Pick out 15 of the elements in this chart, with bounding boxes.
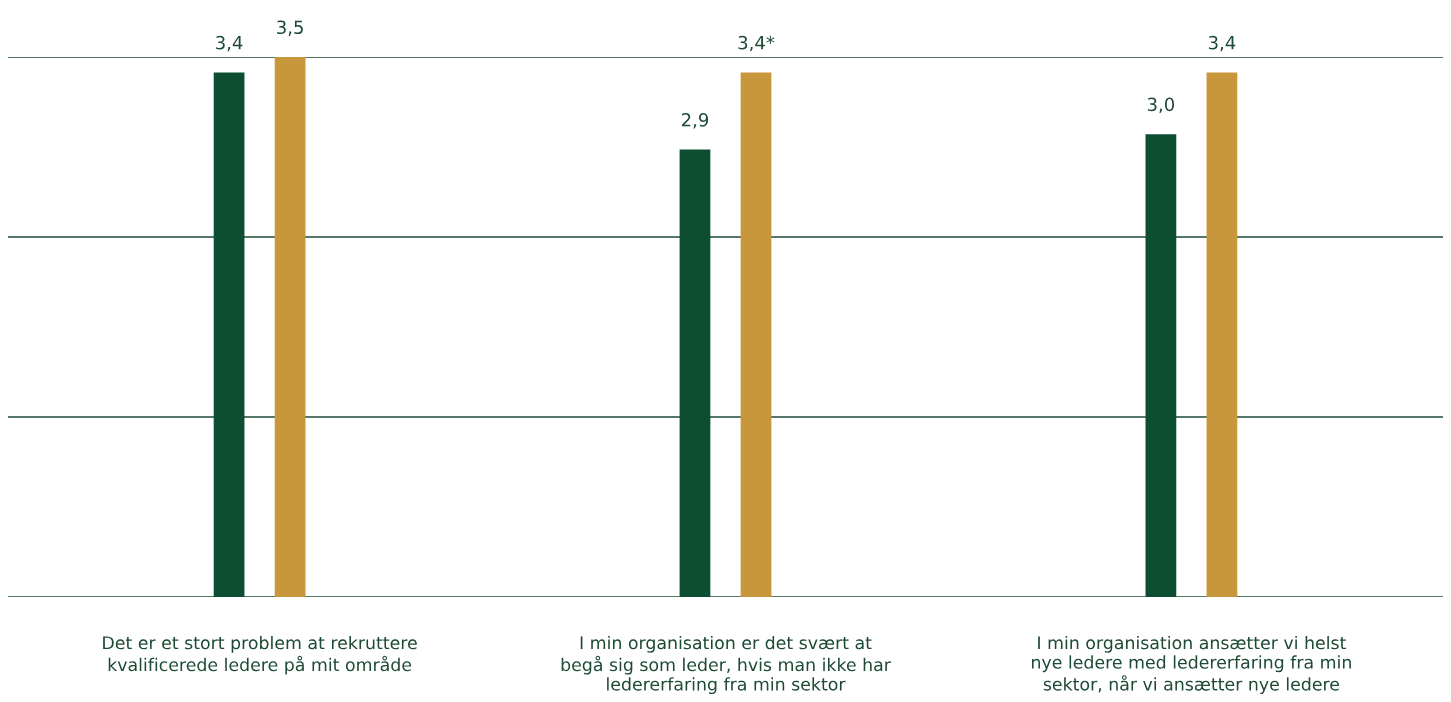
data-label: 3,4* <box>738 35 775 52</box>
bar <box>274 57 306 597</box>
data-label: 3,5 <box>277 20 303 36</box>
data-label: 3,0 <box>1147 97 1175 114</box>
bar <box>213 72 245 597</box>
bar <box>1145 134 1177 597</box>
data-label: 3,4 <box>216 35 243 52</box>
x-tick-label: I min organisation ansætter vi helst nye ledere med ledererfaring fra min sektor, når vi ansætter nye ledere <box>1032 635 1351 695</box>
bar <box>740 72 772 597</box>
x-tick-label: Det er et stort problem at rekruttere kvalificerede ledere på mit område <box>103 635 417 675</box>
bar <box>1206 72 1238 597</box>
bar <box>679 149 711 597</box>
data-label: 2,9 <box>681 112 709 129</box>
data-label: 3,4 <box>1208 35 1236 52</box>
x-tick-label: I min organisation er det svært at begå sig som leder, hvis man ikke har ledererfaring fra min sektor <box>561 635 891 695</box>
